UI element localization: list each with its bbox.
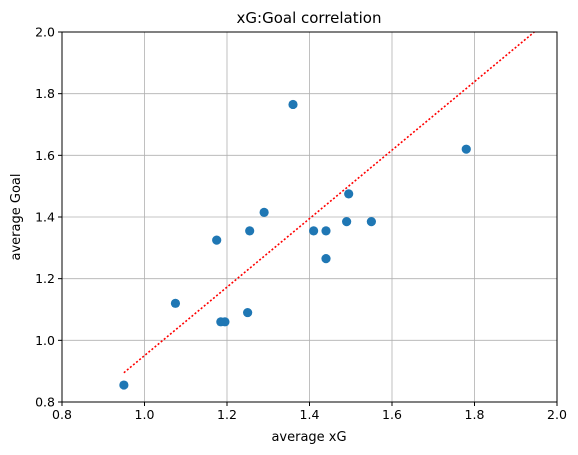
y-tick-label: 1.8 [35, 86, 55, 101]
x-axis-label: average xG [271, 430, 346, 445]
x-tick-label: 1.4 [300, 407, 320, 422]
y-tick-label: 1.0 [35, 333, 55, 348]
data-point [245, 226, 255, 236]
data-point [243, 307, 253, 318]
trendline-layer [123, 31, 535, 374]
grid [61, 31, 558, 403]
data-point [119, 380, 129, 390]
x-tick-label: 1.6 [382, 407, 402, 422]
chart-title: xG:Goal correlation [237, 9, 382, 27]
y-tick-label: 1.4 [35, 210, 55, 225]
y-tick-label: 1.6 [35, 148, 55, 163]
data-point [212, 235, 222, 245]
trendline [123, 31, 535, 374]
data-point [366, 217, 376, 227]
y-tick-label: 1.2 [35, 271, 55, 286]
data-point [321, 254, 331, 264]
x-tick-label: 0.8 [52, 407, 72, 422]
y-axis: 0.8 1.0 1.2 1.4 1.6 1.8 2.0 [35, 25, 62, 410]
data-point [259, 207, 269, 217]
data-point [288, 99, 298, 110]
data-point [344, 189, 354, 199]
data-point [461, 144, 471, 154]
points-layer [119, 99, 471, 390]
data-point [220, 317, 230, 327]
data-point [342, 217, 352, 227]
data-point [309, 226, 319, 236]
x-tick-label: 1.8 [465, 407, 485, 422]
x-tick-label: 2.0 [547, 407, 567, 422]
x-tick-label: 1.0 [135, 407, 155, 422]
y-tick-label: 2.0 [35, 25, 55, 40]
y-axis-label: average Goal [9, 174, 24, 261]
y-tick-label: 0.8 [35, 395, 55, 410]
data-point [321, 226, 331, 236]
data-point [170, 298, 181, 308]
x-tick-label: 1.2 [217, 407, 237, 422]
x-axis: 0.8 1.0 1.2 1.4 1.6 1.8 2.0 [52, 402, 567, 422]
